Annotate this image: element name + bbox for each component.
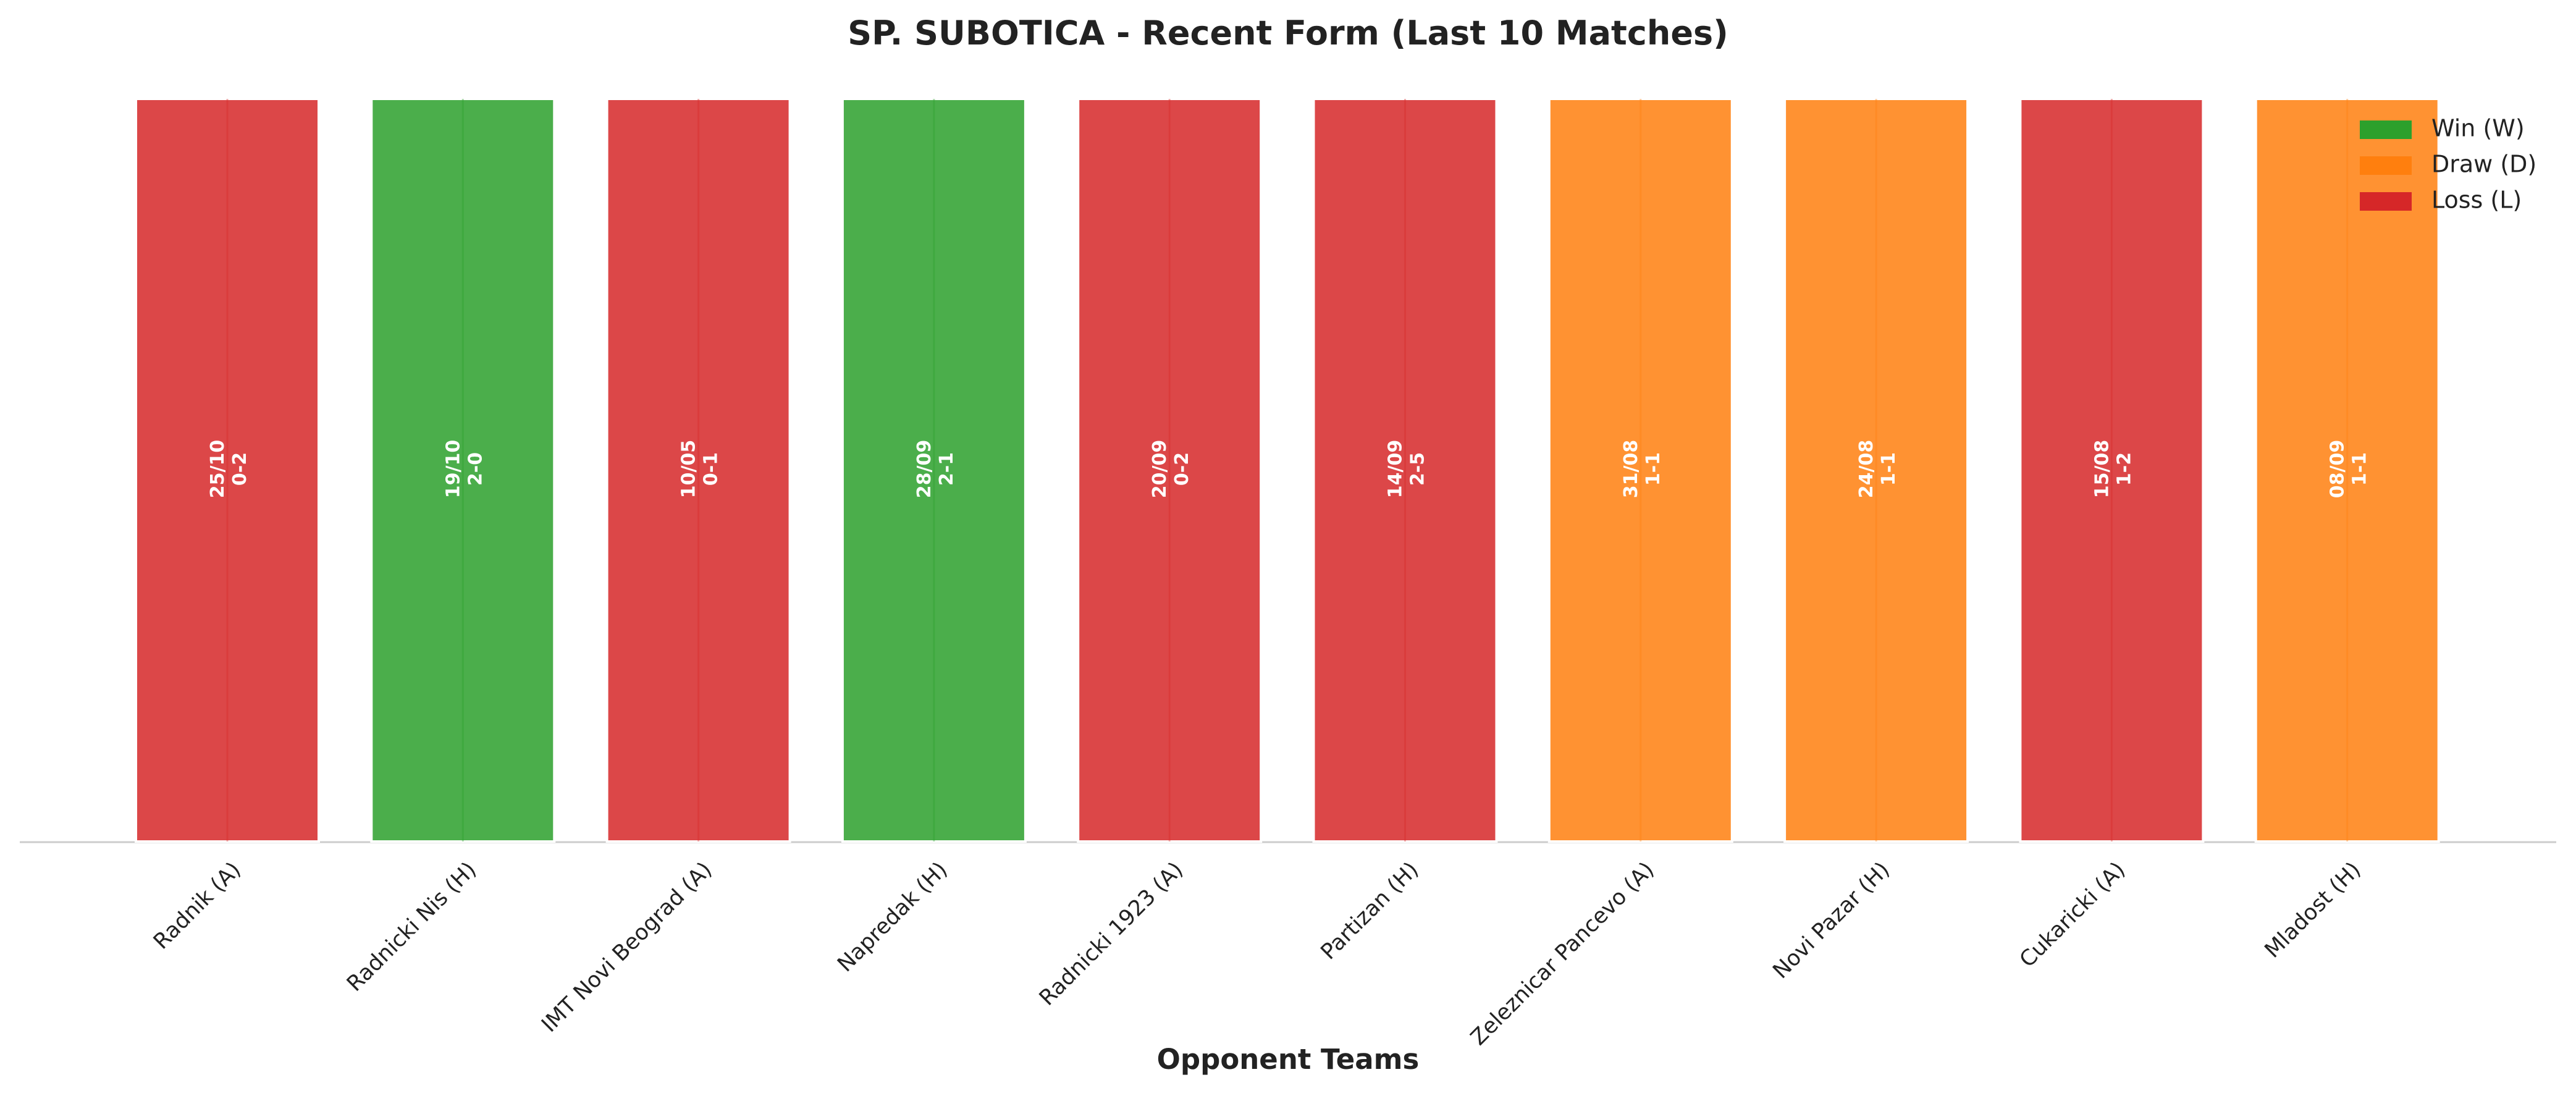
bar-score-label: 0-2 [229,452,251,486]
bar-date-label: 14/09 [1385,440,1407,498]
x-tick-label: Zeleznicar Pancevo (A) [1466,858,1659,1050]
x-tick-label: Napredak (H) [833,858,953,977]
bar-date-label: 08/09 [2327,440,2349,498]
bar-date-label: 31/08 [1620,440,1642,498]
legend-swatch [2360,156,2412,175]
bar-date-label: 15/08 [2091,440,2113,498]
bar-score-label: 1-1 [2349,452,2371,486]
legend-swatch [2360,192,2412,211]
bar [2254,98,2440,843]
bar [1783,98,1969,843]
bar [1312,98,1498,843]
legend-label: Loss (L) [2431,187,2522,214]
x-axis-label: Opponent Teams [1157,1043,1420,1076]
bar-date-label: 10/05 [678,440,700,498]
bar [1547,98,1733,843]
bar [1077,98,1263,843]
bar-score-label: 1-1 [1878,452,1900,486]
legend-label: Draw (D) [2431,151,2536,178]
x-tick-label: Novi Pazar (H) [1769,858,1895,984]
bar [370,98,556,843]
legend-swatch [2360,120,2412,139]
bar-score-label: 1-1 [1643,452,1664,486]
x-tick-label: Cukaricki (A) [2015,858,2130,973]
bar-date-label: 19/10 [442,440,464,498]
bar-date-label: 20/09 [1149,440,1171,498]
bar-date-label: 25/10 [207,440,229,498]
bar [135,98,320,843]
bar [2019,98,2205,843]
bar-score-label: 2-1 [936,452,958,486]
legend-label: Win (W) [2431,115,2525,142]
bar-score-label: 0-2 [1171,452,1193,486]
bar-score-label: 2-5 [1407,452,1429,486]
x-tick-label: Partizan (H) [1316,858,1424,965]
x-tick-label: Radnik (A) [149,858,246,955]
bar-date-label: 24/08 [1856,440,1877,498]
bar-score-label: 1-2 [2113,452,2135,486]
x-tick-label: Radnicki 1923 (A) [1035,858,1188,1011]
bar-score-label: 2-0 [465,452,486,486]
bar-score-label: 0-1 [701,452,722,486]
chart-title: SP. SUBOTICA - Recent Form (Last 10 Matc… [848,14,1728,53]
bar-date-label: 28/09 [914,440,935,498]
bar [605,98,791,843]
x-tick-label: Mladost (H) [2260,858,2366,963]
x-tick-label: IMT Novi Beograd (A) [537,858,717,1037]
bar [841,98,1027,843]
x-tick-label: Radnicki Nis (H) [342,858,481,997]
